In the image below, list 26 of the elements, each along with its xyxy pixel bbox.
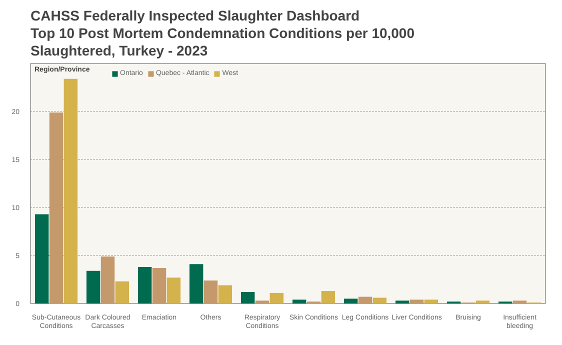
chart-title: CAHSS Federally Inspected Slaughter Dashboard Top 10 Post Mortem Condemnation Conditions per 10,000 Slaughtered, Turkey - 2023 <box>30 7 415 58</box>
bar <box>424 300 438 304</box>
bar <box>218 285 232 304</box>
bar <box>321 291 336 304</box>
bar <box>270 292 284 304</box>
bar <box>255 300 270 304</box>
bar <box>64 78 78 304</box>
bar <box>49 112 64 304</box>
bar <box>115 281 130 304</box>
bar <box>512 300 527 304</box>
bar <box>189 264 204 304</box>
bar <box>476 300 490 304</box>
bar <box>240 292 255 304</box>
bar <box>166 278 181 304</box>
bar <box>86 270 100 304</box>
bar <box>34 214 49 304</box>
bar <box>344 298 358 304</box>
bar <box>292 300 306 304</box>
bar <box>204 280 218 304</box>
bar <box>138 267 152 304</box>
bar <box>372 298 387 304</box>
bar <box>395 300 410 304</box>
bar <box>358 296 372 304</box>
bar <box>410 300 424 304</box>
bar <box>100 256 115 304</box>
bar <box>152 268 166 304</box>
